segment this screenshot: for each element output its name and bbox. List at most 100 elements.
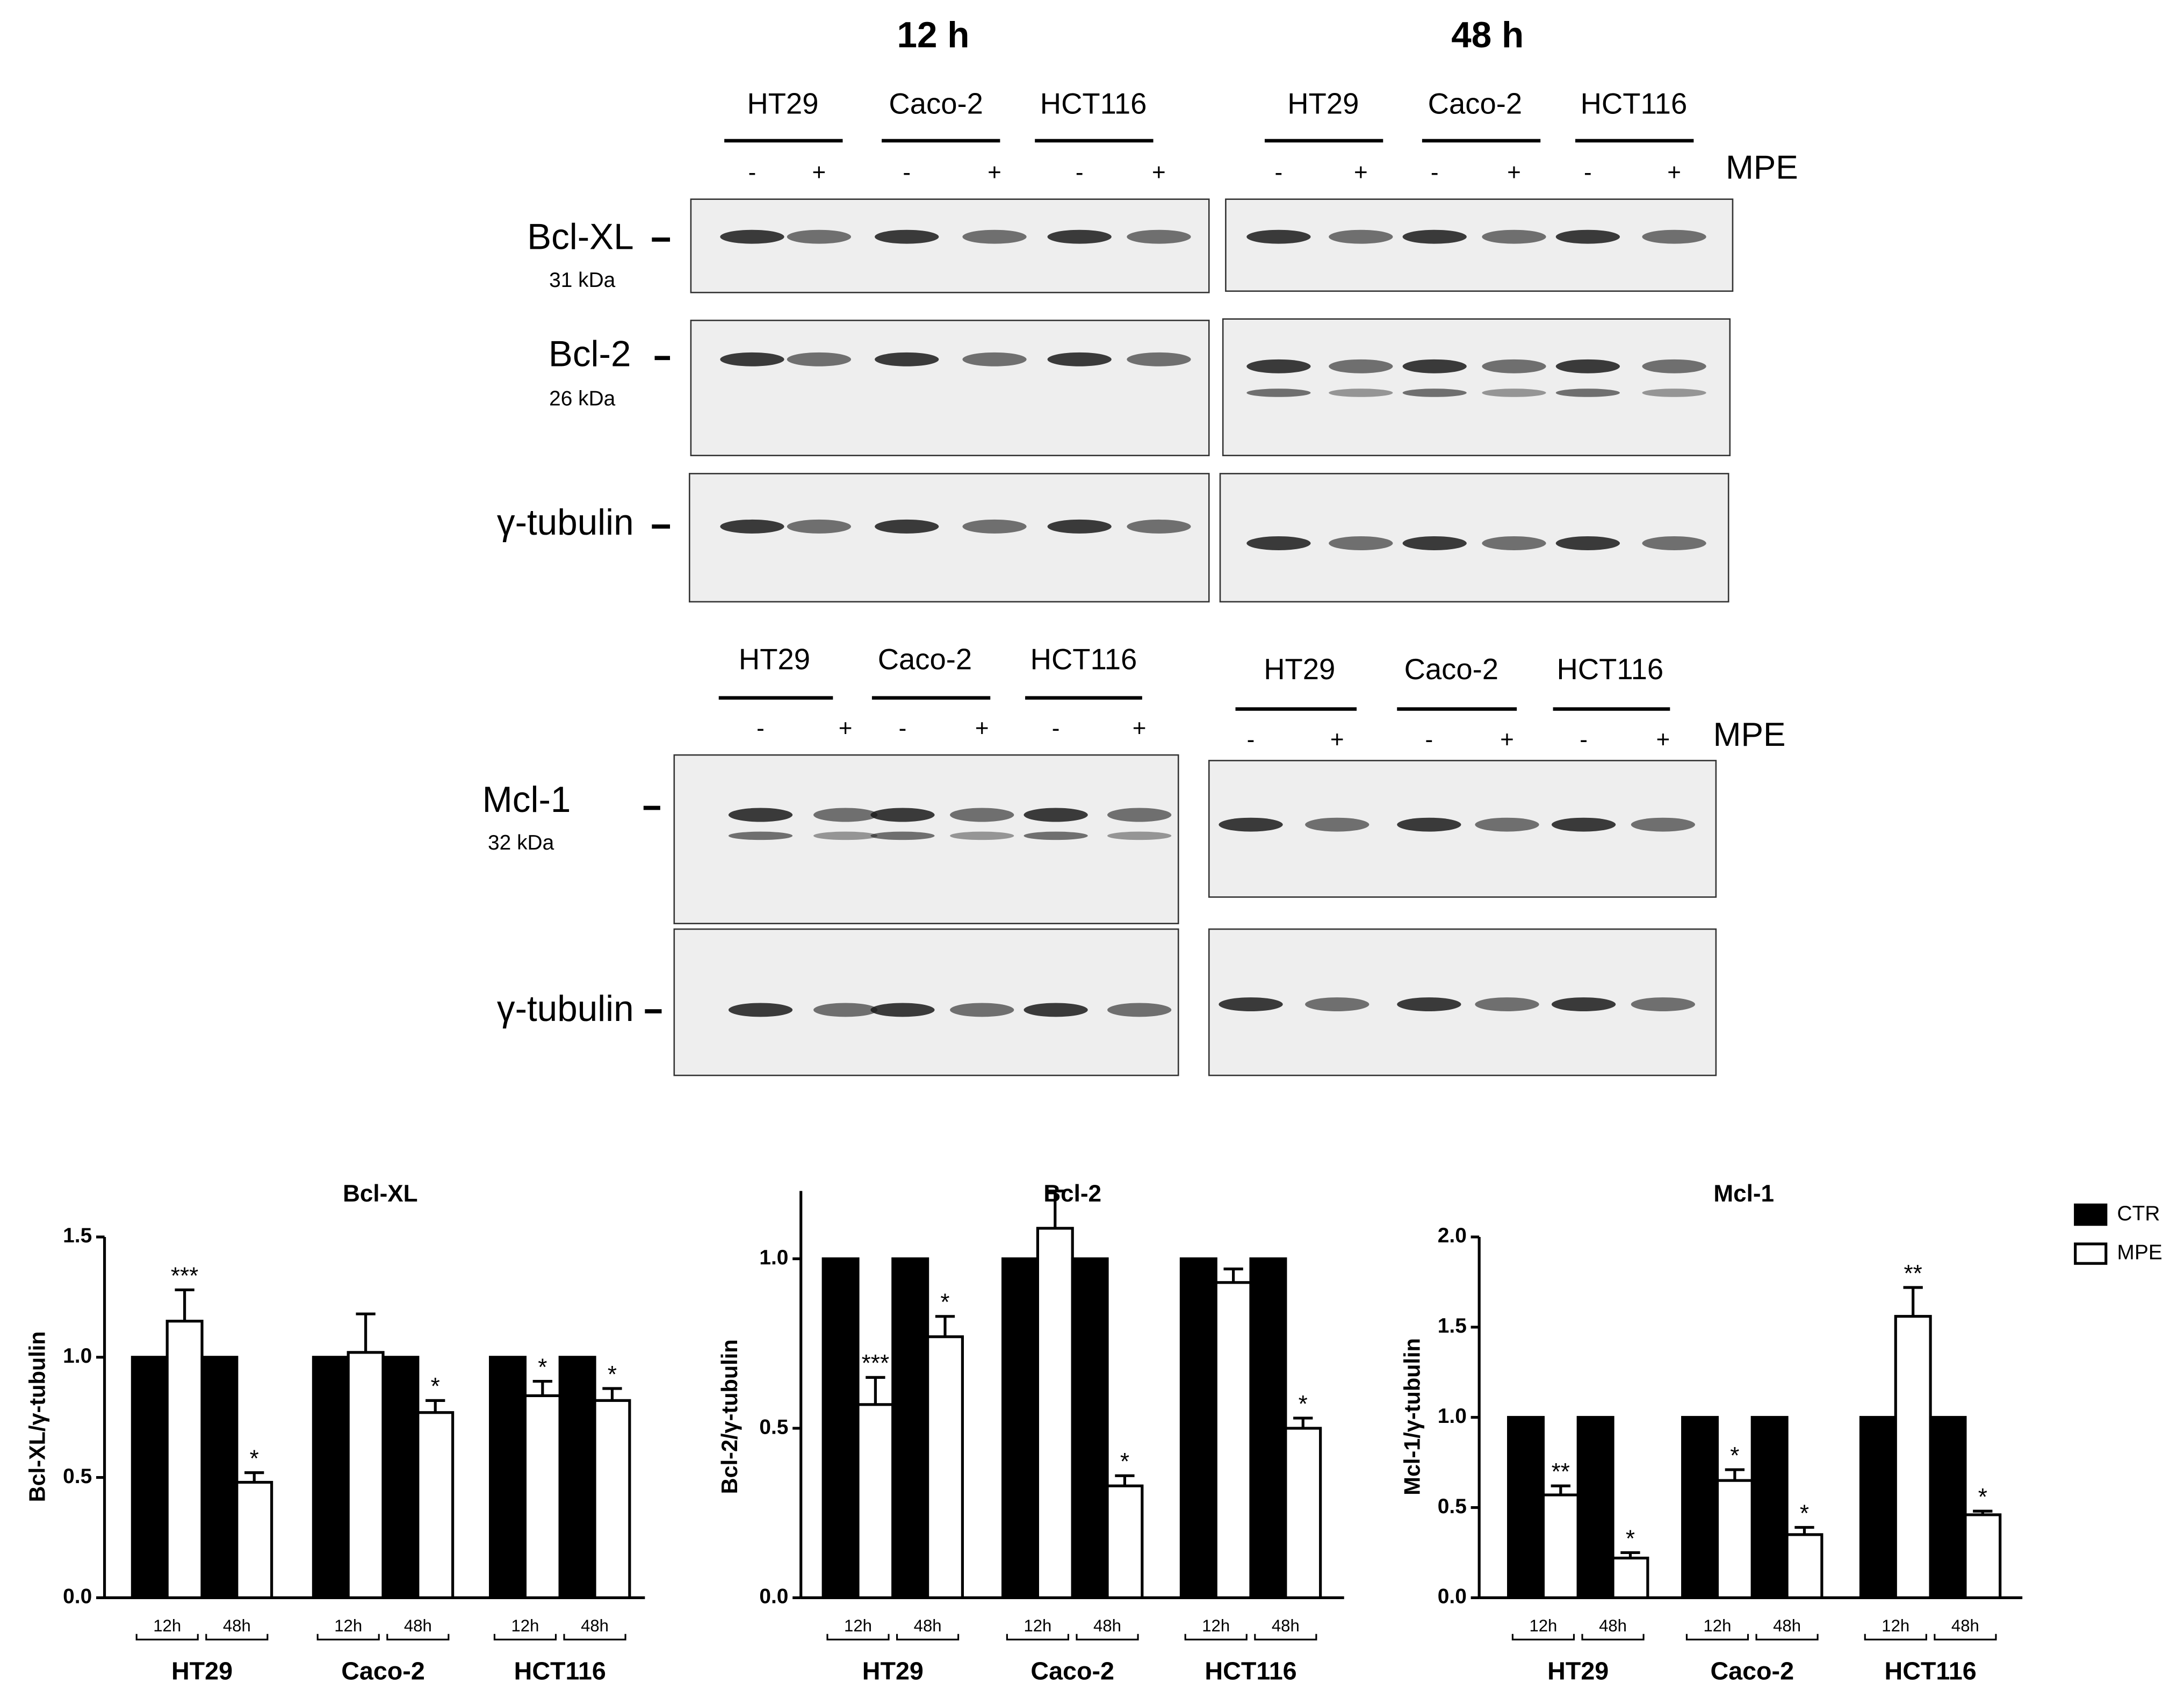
x-tick-label: 12h <box>1202 1616 1230 1635</box>
treatment-sign: - <box>756 715 765 742</box>
category-bracket <box>826 1634 890 1641</box>
cell-line-label: Caco-2 <box>1404 653 1498 686</box>
blot-band <box>950 1003 1014 1017</box>
bar <box>523 1394 561 1599</box>
protein-size: 32 kDa <box>488 831 554 854</box>
error-bar <box>1045 1189 1065 1228</box>
protein-size: 26 kDa <box>549 387 616 410</box>
y-axis-label: Bcl-XL/γ-tubulin <box>25 1331 50 1502</box>
category-bracket <box>896 1634 960 1641</box>
blot-band <box>1642 359 1706 373</box>
blot-band <box>1397 997 1461 1012</box>
blot-band <box>962 352 1027 366</box>
bar <box>926 1335 964 1599</box>
cell-line-label: HT29 <box>747 87 818 120</box>
bar <box>1507 1416 1545 1599</box>
significance-mark: * <box>940 1289 949 1315</box>
treatment-sign: - <box>1431 160 1439 186</box>
bar <box>489 1356 527 1599</box>
blot-band <box>1246 536 1311 550</box>
blot-band <box>1631 997 1695 1012</box>
error-bar <box>175 1288 194 1321</box>
treatment-sign: - <box>1425 726 1433 753</box>
cell-line-label: HCT116 <box>1040 87 1147 120</box>
bar <box>1179 1257 1217 1599</box>
bar <box>1964 1513 2002 1599</box>
blot-band <box>1482 359 1546 373</box>
treatment-sign: - <box>903 160 911 186</box>
error-bar <box>1725 1468 1745 1481</box>
legend-swatch <box>2074 1203 2108 1226</box>
blot-band <box>1631 817 1695 832</box>
significance-mark: * <box>1730 1442 1739 1469</box>
blot-band <box>1047 519 1112 534</box>
bar <box>593 1399 631 1599</box>
blot-panel <box>690 198 1210 293</box>
blot-band <box>1482 536 1546 550</box>
blot-band <box>813 831 878 840</box>
treatment-sign: + <box>1500 726 1514 753</box>
group-label: HCT116 <box>514 1657 606 1685</box>
protein-label: Mcl-1 <box>482 780 571 820</box>
blot-band <box>1023 1003 1088 1017</box>
error-bar <box>1794 1526 1814 1535</box>
blot-band <box>813 808 878 822</box>
category-bracket <box>386 1634 450 1641</box>
y-tick-label: 1.0 <box>759 1246 788 1269</box>
y-tick-label: 1.0 <box>63 1344 92 1368</box>
significance-mark: * <box>1626 1526 1635 1552</box>
legend-label: CTR <box>2117 1202 2160 1225</box>
blot-band <box>1023 831 1088 840</box>
y-axis-label: Bcl-2/γ-tubulin <box>717 1339 742 1494</box>
blot-band <box>1397 817 1461 832</box>
error-bar <box>1620 1551 1640 1558</box>
blot-band <box>870 1003 935 1017</box>
bar <box>1611 1556 1649 1599</box>
treatment-sign: - <box>1076 160 1084 186</box>
bar <box>165 1320 204 1599</box>
blot-band <box>1402 359 1467 373</box>
bar <box>1249 1257 1287 1599</box>
category-bracket <box>1581 1634 1645 1641</box>
bar <box>1750 1416 1789 1599</box>
blot-band <box>787 352 852 366</box>
x-tick-label: 48h <box>404 1616 432 1635</box>
treatment-sign: - <box>899 715 907 742</box>
error-bar <box>1551 1484 1570 1495</box>
x-tick-label: 48h <box>1599 1616 1627 1635</box>
bar <box>1106 1484 1144 1599</box>
significance-mark: * <box>1978 1484 1987 1510</box>
error-bar <box>1293 1416 1313 1428</box>
x-tick-label: 48h <box>1773 1616 1801 1635</box>
blot-band <box>1642 536 1706 550</box>
group-label: HCT116 <box>1884 1657 1976 1685</box>
bar <box>131 1356 169 1599</box>
y-axis-label: Mcl-1/γ-tubulin <box>1399 1338 1424 1495</box>
blot-band <box>1551 997 1616 1012</box>
significance-mark: ** <box>1904 1260 1922 1286</box>
time-point: 48 h <box>1451 15 1524 55</box>
y-tick-label: 0.5 <box>63 1465 92 1488</box>
bar <box>1894 1315 1932 1599</box>
blot-band <box>1047 229 1112 244</box>
blot-band <box>1127 352 1191 366</box>
group-label: Caco-2 <box>1030 1657 1114 1685</box>
bar <box>1859 1416 1897 1599</box>
treatment-sign: + <box>1507 160 1521 186</box>
category-bracket <box>1934 1634 1997 1641</box>
blot-band <box>720 519 784 534</box>
x-tick-label: 48h <box>223 1616 251 1635</box>
bar <box>1071 1257 1109 1599</box>
blot-band <box>1329 389 1393 397</box>
blot-band <box>875 352 939 366</box>
bar <box>1001 1257 1039 1599</box>
treatment-label: MPE <box>1726 149 1798 186</box>
blot-band <box>870 831 935 840</box>
bar <box>312 1356 350 1599</box>
cell-line-label: Caco-2 <box>1428 87 1522 120</box>
cell-line-label: HCT116 <box>1581 87 1688 120</box>
blot-band <box>1642 229 1706 244</box>
error-bar <box>356 1312 376 1353</box>
significance-mark: * <box>431 1373 440 1400</box>
blot-band <box>1475 997 1539 1012</box>
